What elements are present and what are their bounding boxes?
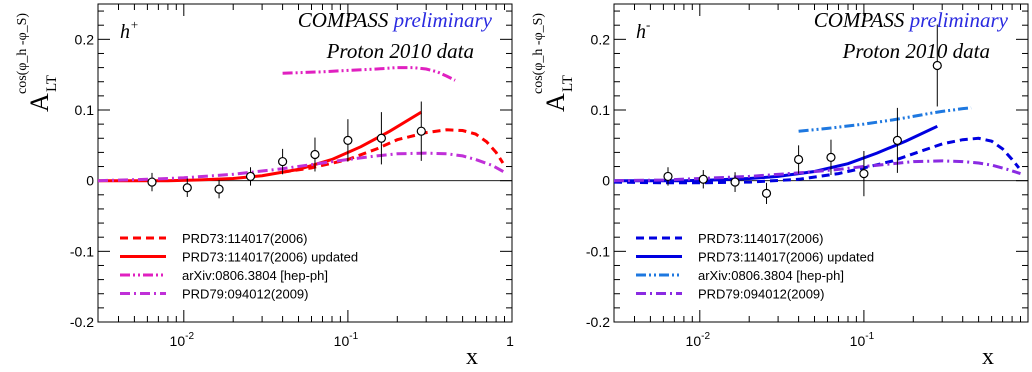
header-prefix: COMPASS [298,8,389,32]
data-point [278,156,288,167]
legend-label-1: PRD73:114017(2006) [698,231,824,246]
legend: PRD73:114017(2006) PRD73:114017(2006) upd… [120,231,358,302]
plot-frame [613,3,1029,323]
x-tick-base: 10 [850,333,866,349]
y-axis-title-main: A [25,93,54,112]
series-line-2 [98,110,423,183]
header-prefix: COMPASS [814,8,905,32]
legend-label-2: PRD73:114017(2006) updated [698,250,874,265]
header-line-2: Proton 2010 data [326,39,474,63]
data-point [245,171,256,182]
y-axis-title-sup: cos(φ_h -φ_S) [531,13,546,94]
y-axis-title-main: A [541,93,570,112]
header-suffix: preliminary [908,8,1009,32]
y-axis-title-sub: LT [560,75,576,92]
x-tick-exponent: -2 [185,331,194,342]
legend-label-3: arXiv:0806.3804 [hep-ph] [698,268,844,283]
x-tick-base: 10 [686,333,702,349]
y-tick-label: -0.1 [70,243,94,259]
x-tick-label: 10-2 [686,331,711,349]
y-tick-label: 0.2 [75,31,95,47]
header-suffix: preliminary [392,8,493,32]
x-tick-label: 1 [506,333,514,349]
y-axis-title-sub: LT [44,75,60,92]
data-point [310,149,320,160]
data-point [214,184,224,194]
x-tick-exponent: -1 [349,331,358,342]
x-tick-label: 10-1 [334,331,359,349]
data-point [416,126,426,136]
series-line-3 [798,106,972,133]
y-tick-label: -0.1 [586,243,610,259]
plot-frame [97,3,513,323]
x-tick-exponent: -1 [865,331,874,342]
series-line-3 [282,66,456,82]
y-tick-label: -0.2 [70,314,94,330]
x-axis-title: x [982,344,994,370]
header-line-1: COMPASS preliminary [298,8,493,32]
data-point [826,152,836,162]
series-line-4 [613,159,1021,183]
panel-tag-sup: + [130,17,139,32]
data-point [730,177,740,187]
y-axis-title: ALT cos(φ_h -φ_S) [531,13,576,112]
y-axis-title: ALT cos(φ_h -φ_S) [15,13,60,112]
y-tick-label: 0.1 [75,102,95,118]
x-tick-label: 10-2 [170,331,195,349]
legend-label-4: PRD79:094012(2009) [182,287,308,302]
y-axis-title-sup: cos(φ_h -φ_S) [15,13,30,94]
y-tick-label: 0.1 [591,102,611,118]
x-tick-exponent: -2 [701,331,710,342]
data-point [147,177,157,187]
x-axis-title: x [466,344,478,370]
y-tick-label: 0.2 [591,31,611,47]
legend: PRD73:114017(2006) PRD73:114017(2006) upd… [636,231,874,302]
series-line-4 [97,151,506,183]
data-point [663,171,673,182]
panel-tag-base: h [120,21,130,43]
data-point [859,169,869,179]
data-point [182,183,192,193]
legend-label-3: arXiv:0806.3804 [hep-ph] [182,268,328,283]
x-tick-base: 1 [506,333,514,349]
series-line-1 [282,128,505,174]
header-line-2: Proton 2010 data [842,39,990,63]
data-point [343,135,353,145]
data-point [376,133,386,143]
series-line-1 [613,136,1021,185]
legend-label-4: PRD79:094012(2009) [698,287,824,302]
x-tick-base: 10 [170,333,186,349]
y-tick-label: -0.2 [586,314,610,330]
data-point [794,154,804,165]
x-tick-base: 10 [334,333,350,349]
panel-tag: h- [636,17,650,43]
series-line-2 [614,124,938,183]
y-tick-label: 0 [602,173,610,189]
panel-tag-sup: - [646,17,650,32]
data-point [932,60,942,71]
data-point [761,188,772,198]
x-tick-label: 10-1 [850,331,875,349]
y-tick-label: 0 [86,173,94,189]
panel-tag-base: h [636,21,646,43]
data-point [698,174,708,184]
header-line-1: COMPASS preliminary [814,8,1009,32]
legend-label-2: PRD73:114017(2006) updated [182,250,358,265]
data-point [892,135,902,145]
legend-label-1: PRD73:114017(2006) [182,231,308,246]
panel-tag: h+ [120,17,139,43]
